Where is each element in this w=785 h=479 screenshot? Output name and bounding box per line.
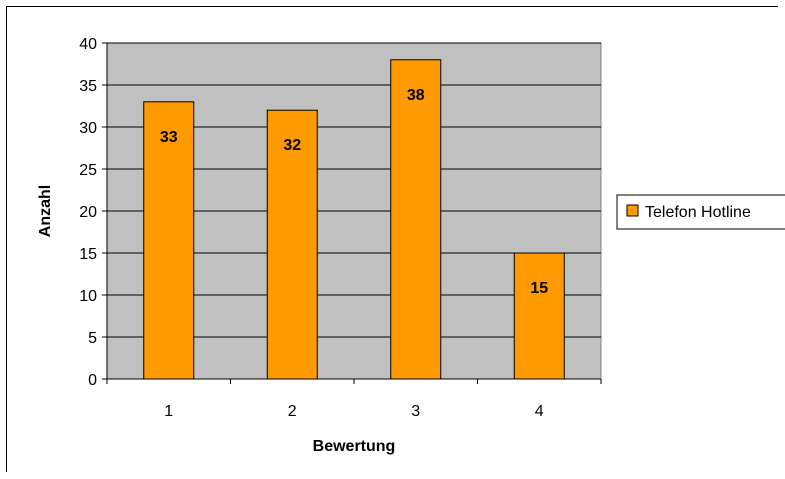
legend-box: [616, 194, 785, 230]
bar-1: [143, 101, 195, 380]
legend: Telefon Hotline: [616, 194, 785, 230]
y-tick-label: 20: [79, 204, 97, 221]
legend-label-telefon-hotline: Telefon Hotline: [645, 204, 751, 221]
data-label-3: 38: [407, 87, 425, 104]
y-tick-label: 30: [79, 120, 97, 137]
data-label-4: 15: [530, 280, 548, 297]
x-tick-label-4: 4: [535, 403, 544, 420]
plot-area: 0 5 10 15 20 25 30 35 40 33 1 32 2 38 3 15 4: [79, 36, 602, 420]
y-tick-label: 35: [79, 78, 97, 95]
data-label-2: 32: [283, 137, 301, 154]
x-tick-label-1: 1: [164, 403, 173, 420]
bar-2: [266, 109, 318, 380]
y-tick-label: 15: [79, 246, 97, 263]
data-label-1: 33: [160, 129, 178, 146]
x-tick-label-2: 2: [288, 403, 297, 420]
y-tick-label: 40: [79, 36, 97, 53]
bar-4: [513, 252, 565, 380]
y-tick-label: 0: [88, 372, 97, 389]
y-tick-label: 25: [79, 162, 97, 179]
bar-3: [390, 59, 442, 380]
y-tick-label: 10: [79, 288, 97, 305]
x-axis-title: Bewertung: [313, 438, 396, 455]
legend-swatch-telefon-hotline: [626, 204, 639, 217]
y-tick-label: 5: [88, 330, 97, 347]
chart-frame: [6, 6, 778, 472]
y-axis-title: Anzahl: [37, 185, 54, 237]
x-tick-label-3: 3: [411, 403, 420, 420]
